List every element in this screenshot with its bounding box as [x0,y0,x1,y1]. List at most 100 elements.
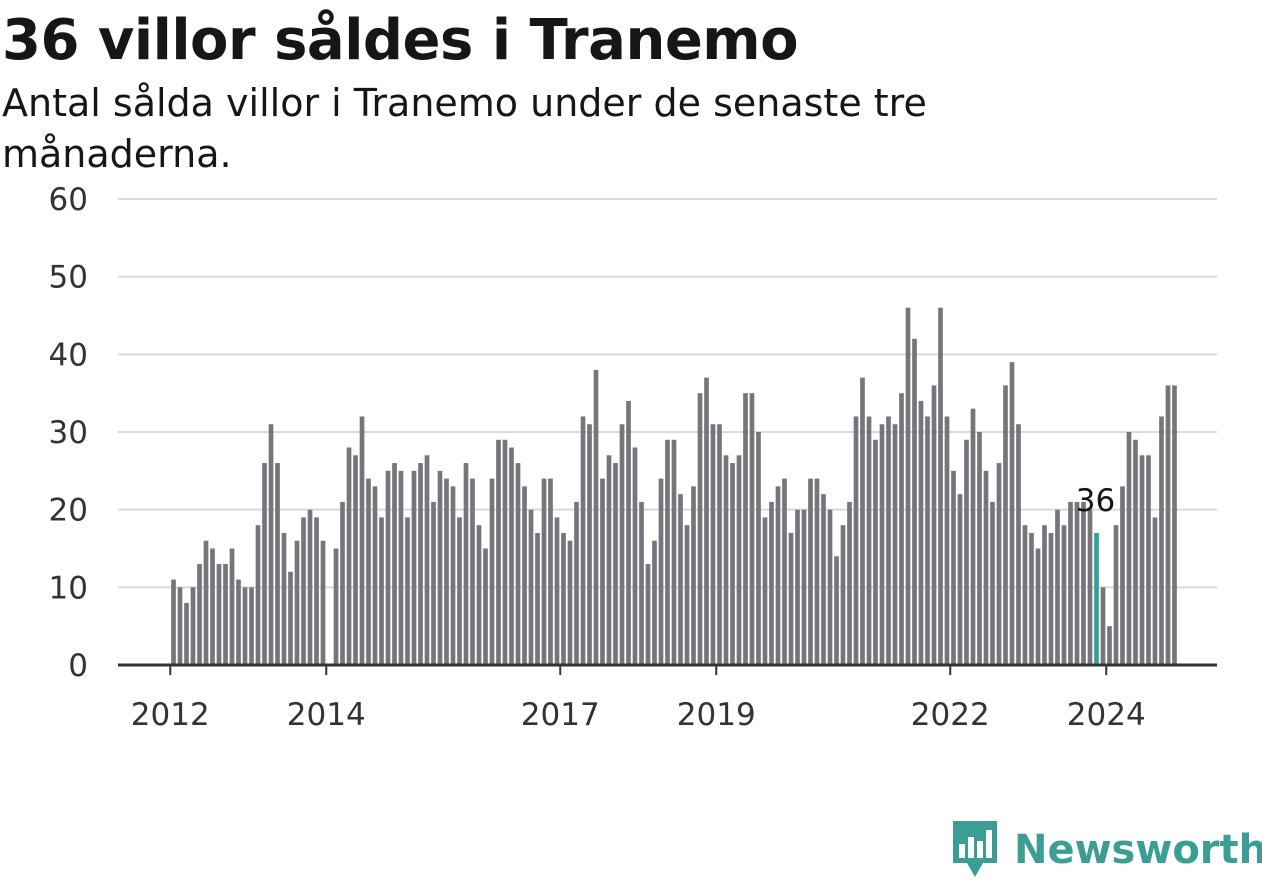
bar [281,532,287,665]
bar [814,478,820,665]
bar-highlight [1094,532,1099,665]
bar [645,564,651,665]
bar [385,470,391,665]
bar [1029,532,1034,665]
y-axis-labels: 0 10 20 30 40 50 60 [49,182,88,684]
y-tick-label-50: 50 [49,260,88,296]
bar [866,416,872,665]
bar [639,501,644,665]
bar [255,525,261,665]
bar [1120,486,1125,665]
bar [652,540,657,665]
bar [827,509,833,665]
bar [476,525,482,665]
bar [450,486,456,665]
bar [242,587,248,665]
bar [1139,455,1145,665]
bar [294,540,300,665]
bar [580,416,586,665]
bar [743,393,748,665]
bar [379,517,384,665]
bar [203,540,209,665]
bar [730,463,735,665]
bar [1003,385,1008,665]
bar [340,501,345,665]
bar [1107,626,1112,665]
bar [1061,525,1067,665]
bar [574,501,579,665]
bar [431,501,436,665]
bar [398,470,404,665]
bar [1146,455,1151,665]
bar [496,439,501,665]
bar [372,486,378,665]
chart-subtitle: Antal sålda villor i Tranemo under de se… [2,81,927,176]
y-tick-label-60: 60 [49,182,88,218]
bar [944,416,950,665]
bar [353,455,358,665]
bar [561,532,566,665]
bar [665,439,670,665]
bar [1068,501,1073,665]
bar [470,478,475,665]
bar [983,470,989,665]
bar [931,385,937,665]
bar [1009,362,1015,665]
bar [860,377,865,665]
bar [847,501,852,665]
bar [892,424,898,665]
bar [990,501,995,665]
bar [1016,424,1021,665]
bar [697,393,703,665]
bar [444,478,449,665]
bar [190,587,196,665]
bar [684,525,690,665]
bar [1159,416,1164,665]
bar [210,548,215,665]
y-tick-label-30: 30 [49,415,88,451]
value-label-last: 36 [1076,483,1115,519]
bar [249,587,254,665]
bar [489,478,495,665]
bar [749,393,755,665]
bar [392,463,397,665]
y-tick-label-10: 10 [49,570,88,606]
bar [541,478,547,665]
bar [769,501,774,665]
bar [658,478,664,665]
bar [1133,439,1138,665]
bar [632,447,638,665]
bar [918,400,924,665]
bar [275,463,280,665]
bar [229,548,235,665]
bar [502,439,508,665]
bar [307,509,313,665]
x-axis [118,663,1217,675]
bar [840,525,846,665]
bar [879,424,885,665]
x-tick-label-2019: 2019 [677,697,756,733]
y-tick-label-20: 20 [49,493,88,529]
bar [996,463,1002,665]
bar [691,486,696,665]
bar [1113,525,1119,665]
bar [333,548,339,665]
bar [515,463,521,665]
bar [424,455,430,665]
x-tick-label-2022: 2022 [911,697,990,733]
bar [704,377,709,665]
bar [262,463,267,665]
bar [509,447,514,665]
bar [1126,432,1132,665]
bar [723,455,729,665]
bar [528,509,534,665]
bar [567,540,573,665]
grid-lines [118,198,1217,589]
bar [418,463,423,665]
bar [1087,509,1093,665]
x-tick-label-2014: 2014 [287,697,366,733]
bar [216,564,222,665]
chart-title: 36 villor såldes i Tranemo [2,8,799,73]
bars [171,307,1177,665]
bar [236,579,241,665]
